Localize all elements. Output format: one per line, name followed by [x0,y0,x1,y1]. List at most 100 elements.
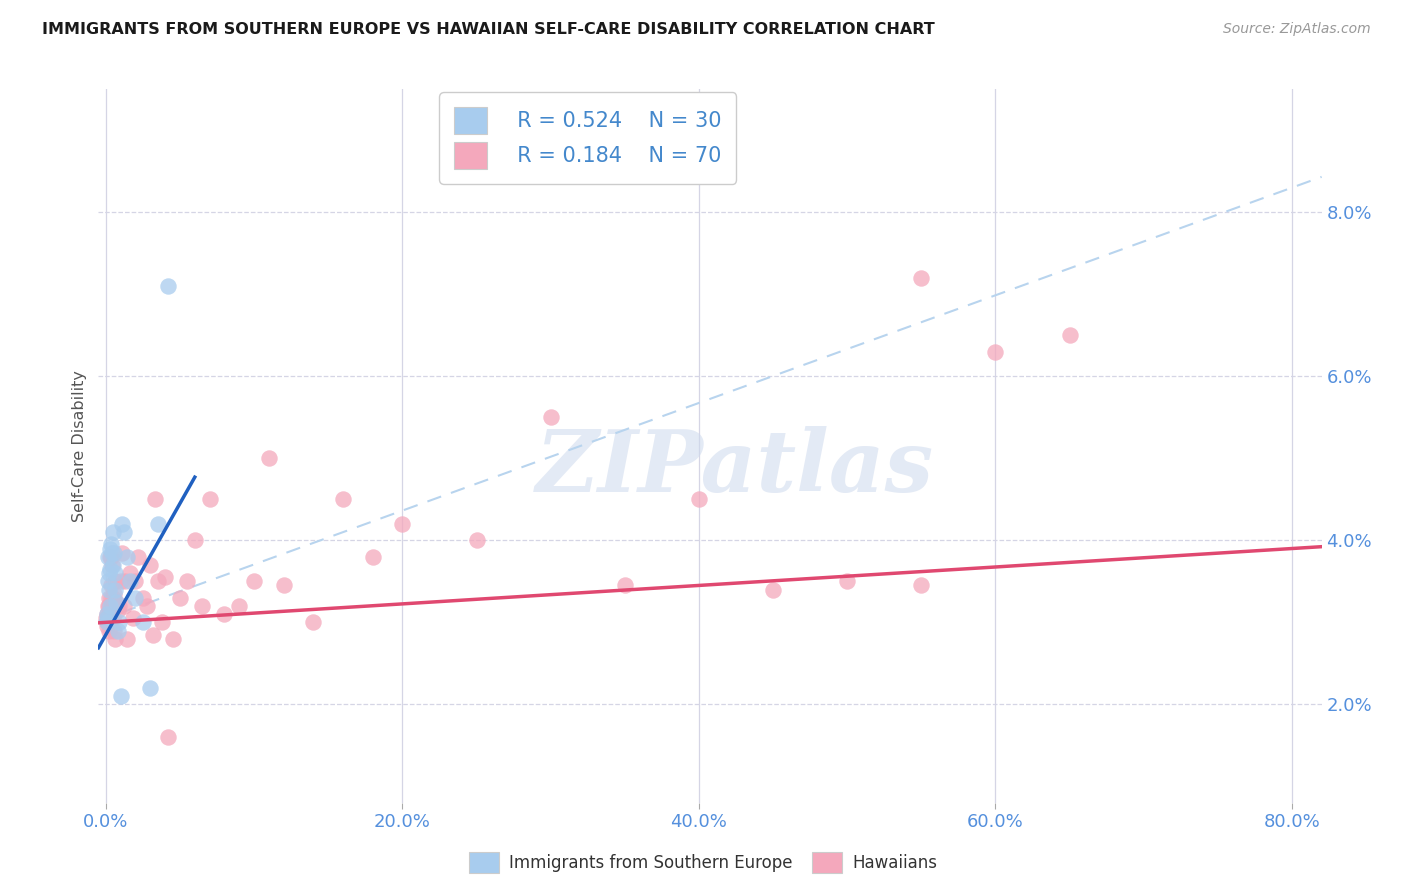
Point [121,611,143,625]
Point [176,574,198,589]
Point [104,582,127,597]
Point [111,546,134,560]
Point [910,270,932,285]
Point [96,607,118,622]
Point [112,525,135,540]
Point [150,615,173,630]
Point [391,516,413,531]
Point [100,537,122,551]
Point [540,410,562,425]
Point [115,632,138,646]
Point [273,578,295,592]
Text: IMMIGRANTS FROM SOUTHERN EUROPE VS HAWAIIAN SELF-CARE DISABILITY CORRELATION CHA: IMMIGRANTS FROM SOUTHERN EUROPE VS HAWAI… [42,22,935,37]
Point [100,591,122,605]
Text: ZIPatlas: ZIPatlas [536,425,934,509]
Point [142,627,165,641]
Point [104,574,127,589]
Point [118,574,141,589]
Point [169,591,191,605]
Point [124,574,146,589]
Point [103,611,125,625]
Point [688,492,710,507]
Point [96,611,118,625]
Legend:   R = 0.524    N = 30,   R = 0.184    N = 70: R = 0.524 N = 30, R = 0.184 N = 70 [439,93,737,184]
Point [153,570,176,584]
Point [112,599,135,613]
Point [97,574,120,589]
Point [105,595,128,609]
Point [100,578,122,592]
Point [97,582,120,597]
Point [124,591,146,605]
Point [103,587,125,601]
Point [910,578,932,592]
Point [115,549,138,564]
Point [100,546,122,560]
Point [139,558,162,572]
Point [132,615,155,630]
Point [157,279,180,293]
Point [103,558,125,572]
Point [302,615,325,630]
Point [146,516,169,531]
Point [104,566,127,581]
Point [1059,328,1081,343]
Point [103,624,125,638]
Text: Source: ZipAtlas.com: Source: ZipAtlas.com [1223,22,1371,37]
Point [98,603,121,617]
Point [214,607,236,622]
Point [98,541,121,556]
Point [107,624,129,638]
Point [110,689,132,703]
Point [96,615,118,630]
Point [103,546,125,560]
Point [101,591,124,605]
Point [97,591,120,605]
Point [762,582,785,597]
Point [613,578,636,592]
Point [332,492,354,507]
Point [98,562,121,576]
Point [96,607,118,622]
Point [837,574,859,589]
Point [96,611,118,625]
Point [108,615,131,630]
Point [97,566,120,581]
Point [107,603,129,617]
Point [98,549,121,564]
Point [96,619,118,633]
Point [104,632,127,646]
Point [465,533,488,548]
Point [157,730,180,744]
Point [243,574,266,589]
Point [191,599,214,613]
Y-axis label: Self-Care Disability: Self-Care Disability [72,370,87,522]
Point [139,681,162,695]
Point [118,566,141,581]
Point [108,599,131,613]
Point [100,549,122,564]
Point [184,533,207,548]
Point [97,624,120,638]
Point [136,599,159,613]
Point [132,591,155,605]
Point [97,599,120,613]
Point [97,615,120,630]
Point [98,599,121,613]
Point [101,525,124,540]
Point [984,344,1007,359]
Point [146,574,169,589]
Point [127,549,149,564]
Point [101,599,124,613]
Point [105,595,128,609]
Point [98,615,121,630]
Point [162,632,184,646]
Point [97,549,120,564]
Point [101,599,124,613]
Point [110,574,132,589]
Point [198,492,221,507]
Point [111,516,134,531]
Legend: Immigrants from Southern Europe, Hawaiians: Immigrants from Southern Europe, Hawaiia… [463,846,943,880]
Point [114,574,136,589]
Point [361,549,384,564]
